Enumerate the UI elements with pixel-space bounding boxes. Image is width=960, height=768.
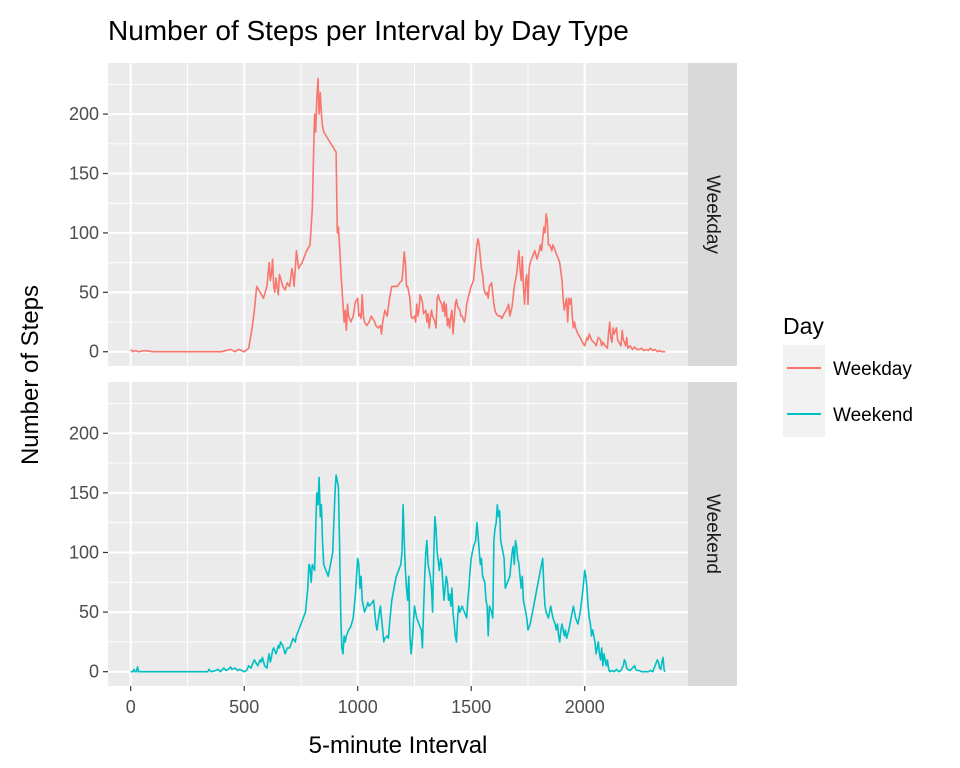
y-tick-label: 200 bbox=[69, 104, 99, 124]
x-axis: 0 500 1000 1500 2000 bbox=[126, 686, 605, 717]
series-line-weekday bbox=[130, 77, 666, 353]
legend-title: Day bbox=[783, 313, 824, 339]
series-line-weekend bbox=[130, 474, 666, 673]
y-tick-label: 100 bbox=[69, 223, 99, 243]
facet-strip-label: Weekday bbox=[702, 175, 723, 254]
facet-panels: 0 50 100 150 200 Weekday 0 50 100 150 200 Weekend bbox=[69, 63, 737, 686]
y-tick-label: 100 bbox=[69, 542, 99, 562]
y-tick-label: 200 bbox=[69, 423, 99, 443]
x-tick-label: 1000 bbox=[338, 697, 378, 717]
facet-strip-label: Weekend bbox=[702, 494, 723, 574]
y-axis-title: Number of Steps bbox=[17, 285, 44, 465]
x-tick-label: 0 bbox=[126, 697, 136, 717]
y-tick-label: 150 bbox=[69, 483, 99, 503]
y-tick-label: 0 bbox=[89, 662, 99, 682]
panel-background bbox=[108, 63, 688, 366]
y-tick-label: 50 bbox=[79, 282, 99, 302]
facet-panel-weekday: 0 50 100 150 200 Weekday bbox=[69, 63, 737, 366]
x-axis-title: 5-minute Interval bbox=[309, 732, 488, 759]
facet-strip bbox=[688, 63, 737, 366]
legend-label-weekend: Weekend bbox=[833, 405, 913, 426]
panel-background bbox=[108, 382, 688, 686]
legend-label-weekday: Weekday bbox=[833, 359, 912, 380]
y-tick-label: 0 bbox=[89, 342, 99, 362]
facet-strip bbox=[688, 382, 737, 686]
legend: Day Weekday Weekend bbox=[783, 313, 913, 437]
x-tick-label: 2000 bbox=[565, 697, 605, 717]
y-tick-label: 50 bbox=[79, 602, 99, 622]
x-tick-label: 500 bbox=[229, 697, 259, 717]
chart-title: Number of Steps per Interval by Day Type bbox=[108, 15, 629, 46]
y-tick-label: 150 bbox=[69, 164, 99, 184]
x-tick-label: 1500 bbox=[451, 697, 491, 717]
facet-panel-weekend: 0 50 100 150 200 Weekend bbox=[69, 382, 737, 686]
